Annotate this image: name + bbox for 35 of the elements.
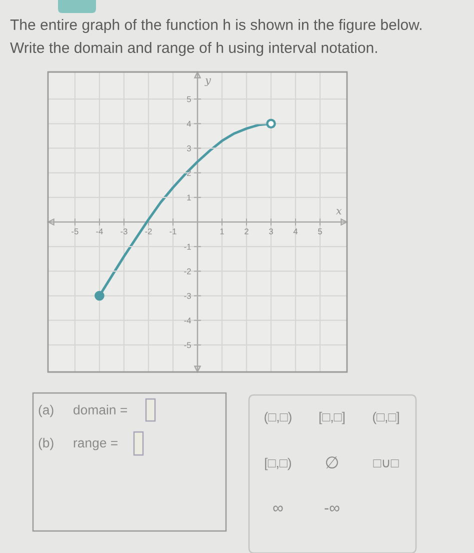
x-tick-label: -5 bbox=[72, 228, 78, 234]
text: □∪□ bbox=[373, 460, 399, 468]
y-tick-label: 3 bbox=[186, 145, 191, 152]
x-tick-label: -4 bbox=[96, 228, 103, 234]
x-tick-label: -3 bbox=[120, 228, 128, 234]
x-tick-label: 1 bbox=[220, 228, 224, 234]
text: domain = bbox=[74, 404, 127, 415]
y-tick-label: 4 bbox=[186, 120, 192, 127]
text: (□,□] bbox=[372, 412, 399, 424]
y-tick-label: -4 bbox=[184, 318, 192, 324]
y-tick-label: -5 bbox=[184, 342, 191, 348]
y-tick-label: 1 bbox=[187, 194, 191, 200]
text: (b) bbox=[38, 438, 54, 450]
x-tick-label: -1 bbox=[170, 228, 176, 234]
y-tick-label: -1 bbox=[184, 244, 191, 250]
chart-subtitle: Write the domain and range of h using interval notation. bbox=[10, 42, 377, 56]
x-axis-title: x bbox=[336, 208, 342, 214]
chart-title: The entire graph of the function h is shown in the figure below. bbox=[10, 19, 422, 33]
y-tick-label: 5 bbox=[186, 96, 191, 102]
x-tick-label: 5 bbox=[318, 228, 322, 234]
y-tick-label: -2 bbox=[184, 268, 191, 274]
text: (□,□) bbox=[264, 412, 292, 424]
x-tick-label: 4 bbox=[293, 228, 298, 234]
text: [□,□) bbox=[265, 458, 292, 470]
text: -∞ bbox=[324, 506, 340, 512]
x-tick-label: 2 bbox=[244, 228, 248, 234]
text: ∅ bbox=[326, 456, 338, 468]
text: range = bbox=[74, 440, 118, 450]
text: (a) bbox=[38, 404, 54, 418]
y-axis-title: y bbox=[204, 78, 212, 86]
x-tick-label: 3 bbox=[269, 228, 273, 234]
x-tick-label: -2 bbox=[145, 228, 152, 234]
text: ∞ bbox=[273, 506, 283, 512]
y-tick-label: -3 bbox=[184, 292, 191, 299]
text: [□,□] bbox=[319, 412, 345, 424]
